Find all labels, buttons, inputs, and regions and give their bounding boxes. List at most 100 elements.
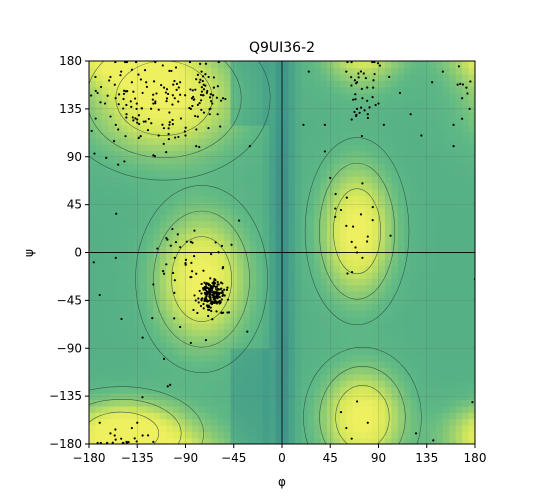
density-cell xyxy=(204,437,213,444)
data-point xyxy=(130,426,133,430)
density-cell xyxy=(320,322,328,330)
density-cell xyxy=(404,316,412,324)
density-cell xyxy=(365,412,373,420)
density-cell xyxy=(468,348,475,356)
density-cell xyxy=(249,105,258,113)
data-point xyxy=(98,421,101,424)
density-cell xyxy=(127,61,135,69)
density-cell xyxy=(417,309,425,318)
density-cell xyxy=(204,150,213,158)
density-cell xyxy=(365,367,373,375)
density-cell xyxy=(423,105,431,113)
density-cell xyxy=(153,380,161,388)
density-cell xyxy=(417,214,425,222)
density-cell xyxy=(224,86,232,94)
density-cell xyxy=(217,61,225,69)
density-cell xyxy=(327,278,335,286)
density-cell xyxy=(121,80,129,88)
data-point xyxy=(150,122,153,125)
density-cell xyxy=(269,150,277,158)
density-cell xyxy=(121,195,129,203)
density-cell xyxy=(462,131,470,139)
density-cell xyxy=(217,418,225,426)
density-cell xyxy=(217,233,225,241)
density-cell xyxy=(230,354,238,362)
density-cell xyxy=(275,297,283,305)
x-axis-ticks: −180 −135 −90 −45 0 45 90 135 180 xyxy=(73,444,486,465)
density-cell xyxy=(249,418,258,426)
data-point xyxy=(215,310,218,313)
density-cell xyxy=(269,239,277,247)
density-cell xyxy=(146,290,155,298)
density-cell xyxy=(327,67,335,75)
data-point xyxy=(169,383,172,387)
density-cell xyxy=(236,424,245,433)
density-cell xyxy=(320,405,328,413)
density-cell xyxy=(384,271,393,279)
density-cell xyxy=(423,195,431,203)
density-cell xyxy=(204,131,213,139)
density-cell xyxy=(191,348,200,356)
density-cell xyxy=(282,303,290,311)
density-cell xyxy=(346,418,354,426)
density-cell xyxy=(172,367,180,375)
density-cell xyxy=(185,207,193,215)
density-cell xyxy=(455,220,463,228)
density-cell xyxy=(346,233,354,241)
data-point xyxy=(366,99,369,102)
density-cell xyxy=(108,412,116,420)
data-point xyxy=(206,300,209,303)
density-cell xyxy=(442,386,451,394)
density-cell xyxy=(243,424,251,433)
density-cell xyxy=(121,309,129,318)
density-cell xyxy=(391,265,399,273)
density-cell xyxy=(230,386,238,394)
data-point xyxy=(191,89,194,92)
data-point xyxy=(137,136,140,139)
density-cell xyxy=(333,278,341,286)
density-cell xyxy=(166,195,174,203)
density-cell xyxy=(294,118,303,126)
density-cell xyxy=(101,156,110,164)
density-cell xyxy=(423,290,431,298)
density-cell xyxy=(114,61,122,69)
density-cell xyxy=(166,61,174,69)
density-cell xyxy=(339,61,348,69)
data-point xyxy=(122,441,125,444)
data-point xyxy=(157,134,160,137)
density-cell xyxy=(282,322,290,330)
density-cell xyxy=(179,303,187,311)
density-cell xyxy=(224,112,232,120)
density-cell xyxy=(191,118,200,126)
density-cell xyxy=(243,412,251,420)
density-cell xyxy=(282,316,290,324)
density-cell xyxy=(211,201,219,209)
density-cell xyxy=(101,150,110,158)
density-cell xyxy=(359,188,367,196)
density-cell xyxy=(442,246,451,254)
density-cell xyxy=(185,175,193,184)
density-cell xyxy=(333,380,341,388)
density-cell xyxy=(327,316,335,324)
density-cell xyxy=(172,239,180,247)
density-cell xyxy=(224,233,232,241)
density-cell xyxy=(462,156,470,164)
density-cell xyxy=(442,163,451,171)
density-cell xyxy=(468,150,475,158)
density-cell xyxy=(417,322,425,330)
density-cell xyxy=(101,271,110,279)
density-cell xyxy=(320,105,328,113)
data-point xyxy=(137,114,141,117)
density-cell xyxy=(423,169,431,177)
density-cell xyxy=(108,99,116,107)
density-cell xyxy=(89,373,97,381)
density-cell xyxy=(127,361,135,369)
density-cell xyxy=(249,67,258,75)
data-point xyxy=(373,61,376,64)
data-point xyxy=(216,294,219,298)
x-tick-label: −90 xyxy=(173,451,198,465)
density-cell xyxy=(127,303,135,311)
density-cell xyxy=(462,297,470,305)
density-cell xyxy=(134,373,142,381)
density-cell xyxy=(140,73,148,81)
